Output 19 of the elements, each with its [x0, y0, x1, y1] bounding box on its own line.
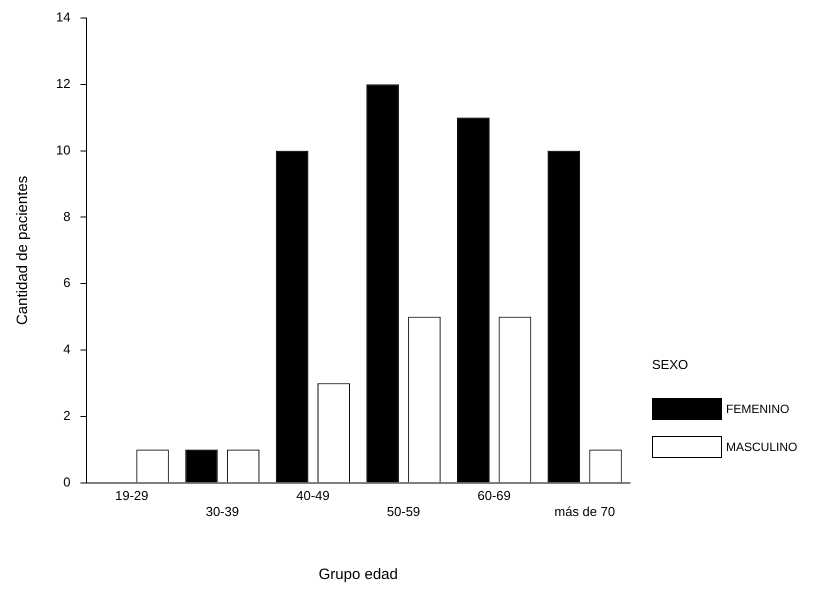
y-tick-label: 2 — [63, 408, 70, 423]
y-tick-label: 8 — [63, 208, 70, 224]
y-tick-label: 12 — [56, 76, 70, 91]
y-tick-label: 0 — [63, 474, 70, 490]
x-axis-title: Grupo edad — [318, 566, 398, 584]
x-tick-label: 19-29 — [115, 488, 148, 504]
y-tick-label: 4 — [63, 342, 70, 357]
text: FEMENINO — [726, 402, 790, 416]
x-tick-label: 50-59 — [386, 504, 420, 519]
y-tick-label: 10 — [56, 142, 70, 158]
y-axis-title: Cantidad de pacientes — [14, 176, 32, 326]
y-tick-label: 14 — [56, 10, 70, 25]
x-tick-label: más de 70 — [554, 504, 616, 519]
x-tick-label: 60-69 — [477, 488, 511, 504]
y-tick-label: 6 — [63, 275, 70, 290]
legend-title: SEXO — [652, 357, 690, 372]
x-tick-label: 40-49 — [296, 488, 330, 504]
text: MASCULINO — [726, 440, 798, 454]
x-tick-label: 30-39 — [206, 504, 239, 519]
